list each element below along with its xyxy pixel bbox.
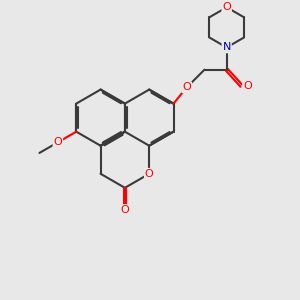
Text: N: N	[223, 43, 231, 52]
Text: O: O	[243, 81, 252, 91]
Text: O: O	[182, 82, 191, 92]
Text: O: O	[145, 169, 154, 179]
Text: O: O	[53, 137, 62, 147]
Text: O: O	[121, 205, 129, 215]
Text: O: O	[222, 2, 231, 12]
